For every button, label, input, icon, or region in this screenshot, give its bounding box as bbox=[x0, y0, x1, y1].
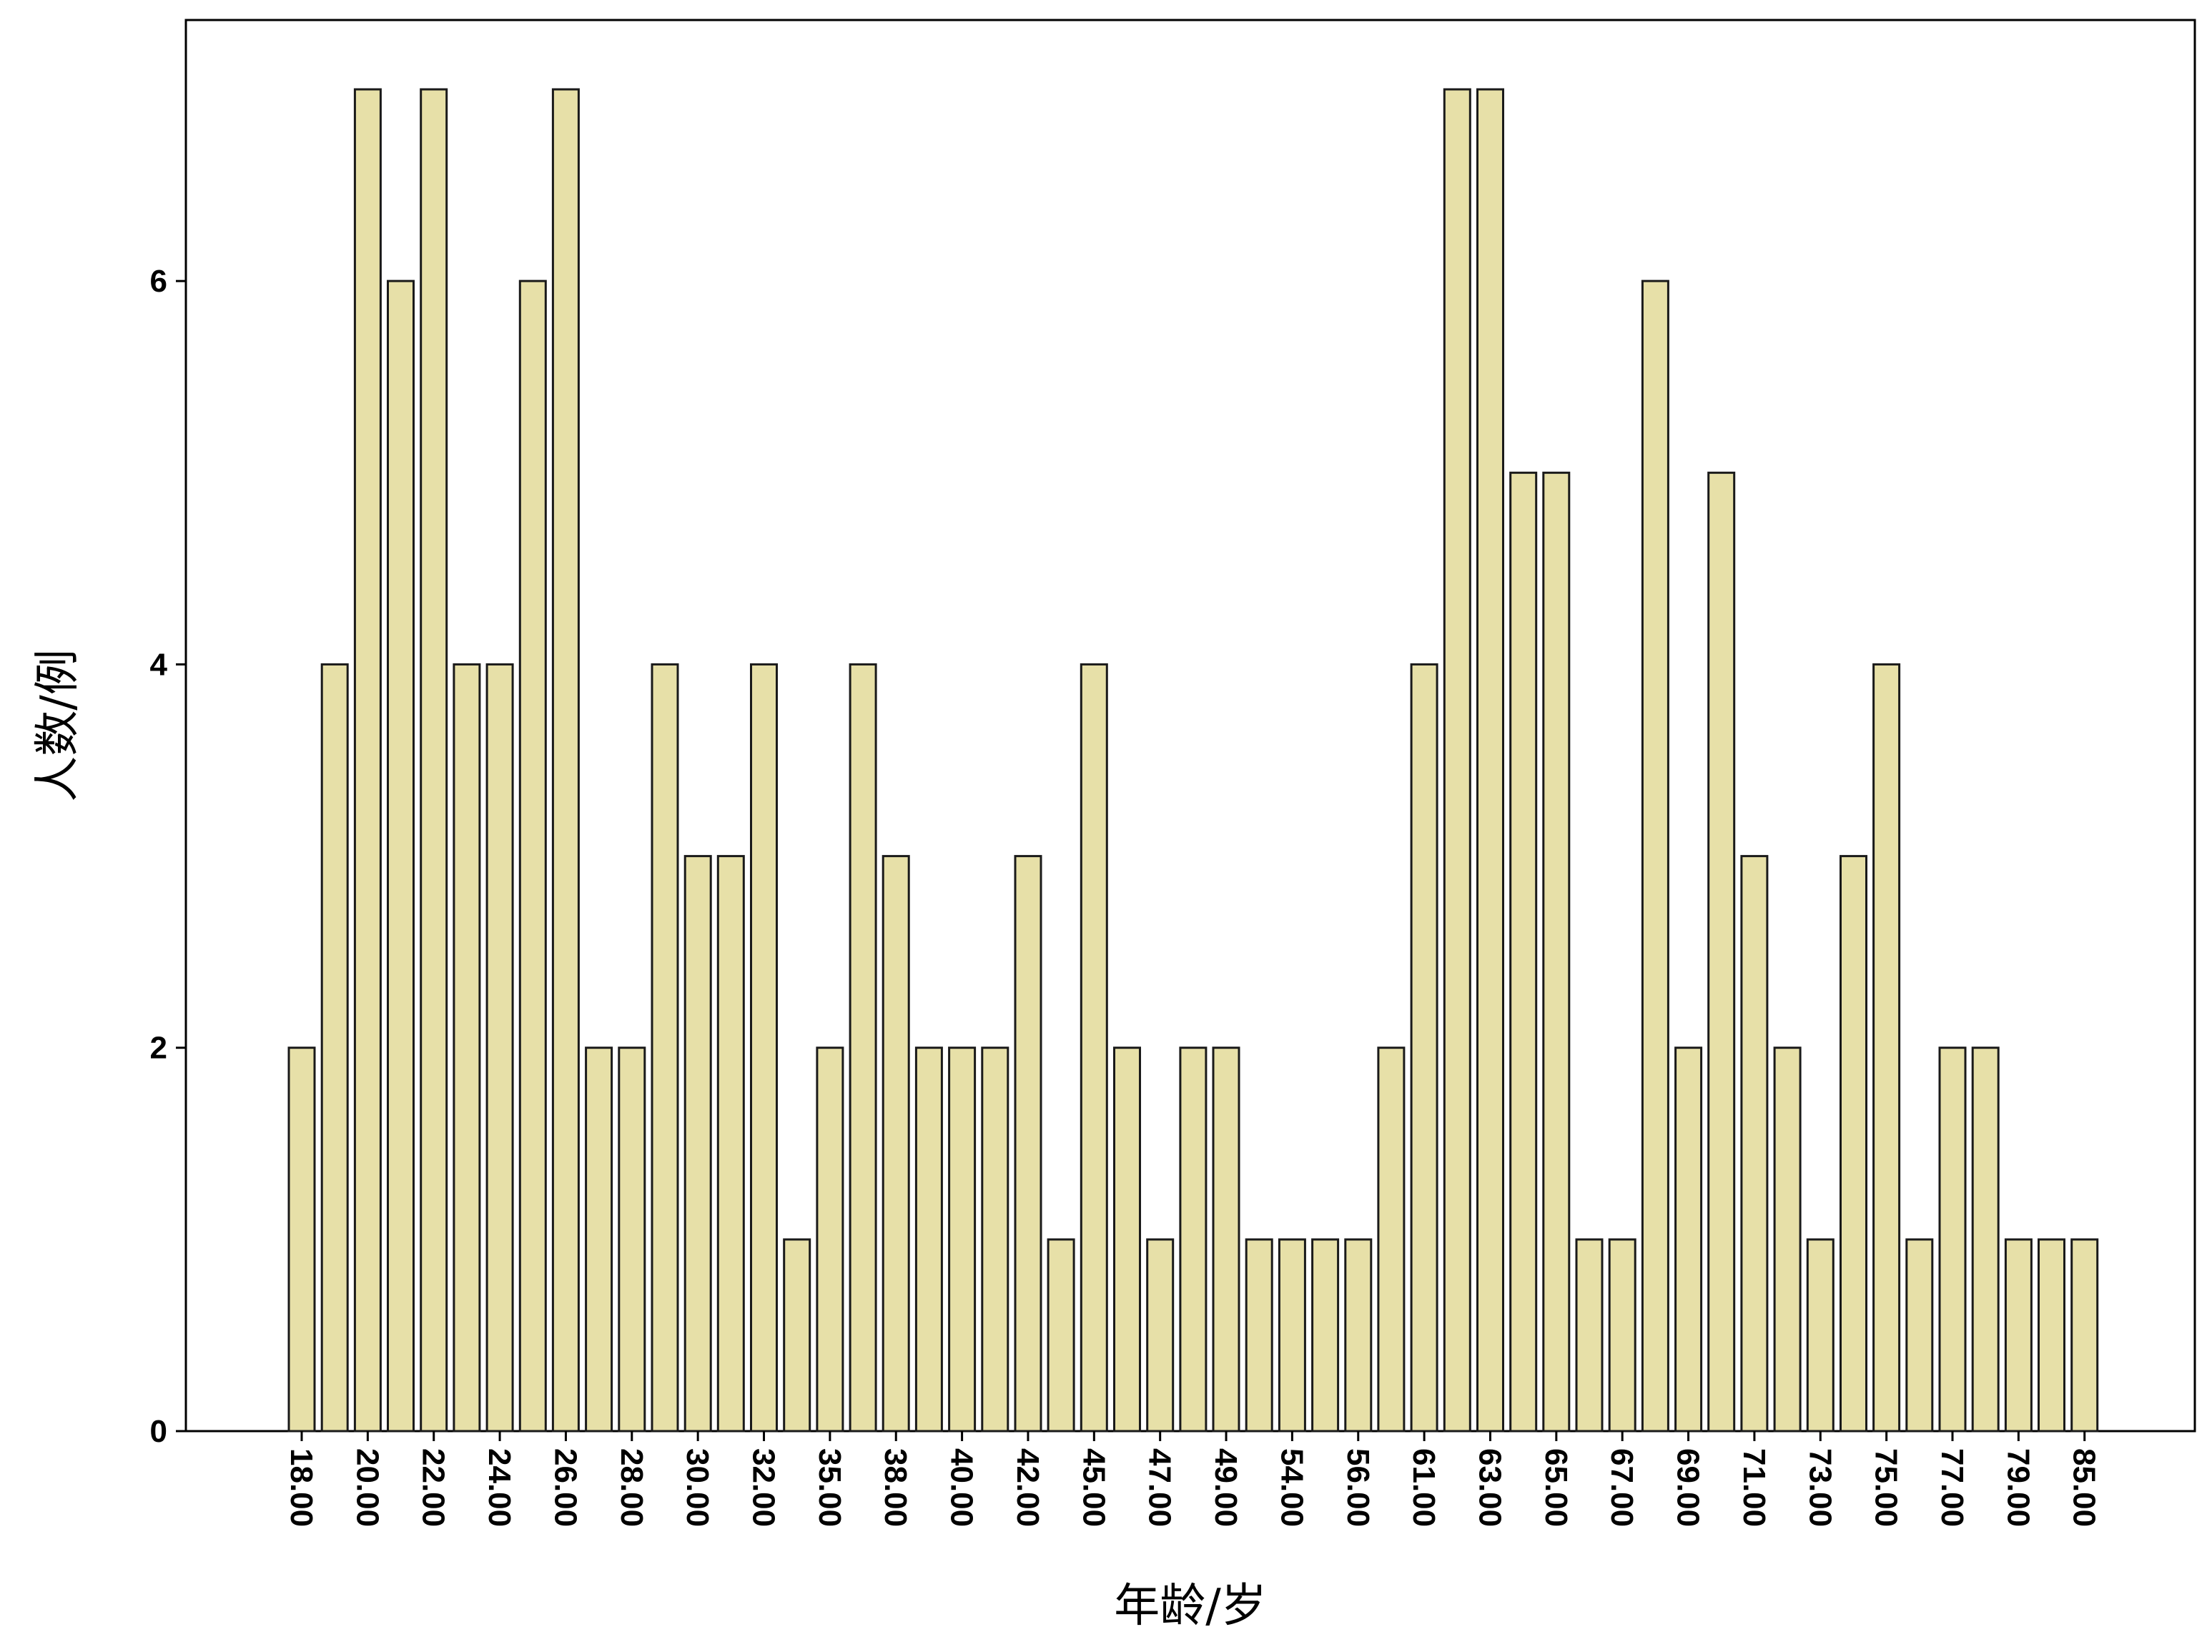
bar-77.00 bbox=[1938, 1047, 1967, 1433]
y-tick-label: 2 bbox=[150, 1031, 167, 1066]
y-axis-title: 人数/例 bbox=[31, 649, 84, 802]
x-tick-label: 28.00 bbox=[614, 1448, 649, 1527]
bar-79.00 bbox=[2004, 1238, 2033, 1433]
x-tick-label: 38.00 bbox=[878, 1448, 913, 1527]
bar-64.00 bbox=[1509, 471, 1538, 1433]
x-tick-label: 56.00 bbox=[1340, 1448, 1376, 1527]
x-tick-label: 18.00 bbox=[284, 1448, 319, 1527]
x-tick-label: 79.00 bbox=[2000, 1448, 2035, 1527]
y-ticks-group: 0 2 4 6 bbox=[150, 264, 186, 1449]
bars-group bbox=[287, 88, 2099, 1433]
bar-61.00 bbox=[1410, 663, 1438, 1433]
x-tick-label: 22.00 bbox=[416, 1448, 451, 1527]
bar-47.00 bbox=[1146, 1238, 1175, 1433]
bar-65.00 bbox=[1542, 471, 1571, 1433]
bar-19.00 bbox=[320, 663, 349, 1433]
bar-24.00 bbox=[485, 663, 514, 1433]
bar-63.00 bbox=[1476, 88, 1504, 1433]
bar-76.00 bbox=[1905, 1238, 1934, 1433]
x-tick-label: 32.00 bbox=[746, 1448, 781, 1527]
x-tick-label: 65.00 bbox=[1539, 1448, 1574, 1527]
x-tick-label: 73.00 bbox=[1802, 1448, 1837, 1527]
x-tick-label: 71.00 bbox=[1737, 1448, 1772, 1527]
bar-44.00 bbox=[1047, 1238, 1075, 1433]
x-tick-label: 30.00 bbox=[680, 1448, 715, 1527]
x-tick-label: 45.00 bbox=[1076, 1448, 1111, 1527]
bar-74.00 bbox=[1840, 855, 1867, 1433]
bar-75.00 bbox=[1872, 663, 1901, 1433]
bar-60.00 bbox=[1377, 1047, 1406, 1433]
bar-73.00 bbox=[1806, 1238, 1835, 1433]
x-ticks-group: 18.00 20.00 22.00 24.00 26.00 28.00 30.00 32.00… bbox=[284, 1431, 2102, 1527]
x-tick-label: 85.00 bbox=[2067, 1448, 2102, 1527]
bar-45.00 bbox=[1080, 663, 1108, 1433]
bar-41.00 bbox=[981, 1047, 1009, 1433]
bar-28.00 bbox=[618, 1047, 646, 1433]
bar-49.00 bbox=[1212, 1047, 1240, 1433]
bar-18.00 bbox=[287, 1047, 316, 1433]
x-tick-label: 42.00 bbox=[1010, 1448, 1045, 1527]
bar-68.00 bbox=[1641, 280, 1669, 1433]
x-tick-label: 47.00 bbox=[1142, 1448, 1177, 1527]
x-tick-label: 35.00 bbox=[812, 1448, 847, 1527]
bar-20.00 bbox=[353, 88, 382, 1433]
x-tick-label: 61.00 bbox=[1406, 1448, 1441, 1527]
bar-67.00 bbox=[1608, 1238, 1636, 1433]
bar-78.00 bbox=[1971, 1047, 2000, 1433]
x-tick-label: 20.00 bbox=[350, 1448, 385, 1527]
x-tick-label: 77.00 bbox=[1935, 1448, 1970, 1527]
x-tick-label: 67.00 bbox=[1604, 1448, 1639, 1527]
bar-27.00 bbox=[585, 1047, 613, 1433]
bar-29.00 bbox=[651, 663, 679, 1433]
bar-31.00 bbox=[716, 855, 745, 1433]
x-tick-label: 40.00 bbox=[944, 1448, 979, 1527]
bar-37.00 bbox=[849, 663, 877, 1433]
bar-72.00 bbox=[1773, 1047, 1802, 1433]
bar-66.00 bbox=[1575, 1238, 1604, 1433]
bar-56.00 bbox=[1344, 1238, 1373, 1433]
bar-21.00 bbox=[387, 280, 415, 1433]
bar-55.00 bbox=[1311, 1238, 1340, 1433]
bar-50.00 bbox=[1245, 1238, 1273, 1433]
bar-54.00 bbox=[1278, 1238, 1306, 1433]
x-tick-label: 26.00 bbox=[548, 1448, 583, 1527]
bar-42.00 bbox=[1014, 855, 1042, 1433]
bar-30.00 bbox=[683, 855, 712, 1433]
bar-39.00 bbox=[914, 1047, 943, 1433]
bar-84.00 bbox=[2038, 1238, 2065, 1433]
y-tick-label: 4 bbox=[150, 647, 168, 682]
bar-23.00 bbox=[453, 663, 481, 1433]
x-tick-label: 69.00 bbox=[1671, 1448, 1706, 1527]
bar-69.00 bbox=[1674, 1047, 1703, 1433]
bar-48.00 bbox=[1179, 1047, 1208, 1433]
x-tick-label: 24.00 bbox=[482, 1448, 517, 1527]
bar-32.00 bbox=[750, 663, 778, 1433]
bar-71.00 bbox=[1740, 855, 1769, 1433]
bar-70.00 bbox=[1707, 471, 1736, 1433]
bar-22.00 bbox=[420, 88, 448, 1433]
bar-46.00 bbox=[1113, 1047, 1141, 1433]
x-tick-label: 63.00 bbox=[1473, 1448, 1508, 1527]
x-tick-label: 49.00 bbox=[1208, 1448, 1243, 1527]
x-tick-label: 54.00 bbox=[1274, 1448, 1309, 1527]
x-axis-title: 年龄/岁 bbox=[1114, 1580, 1267, 1633]
bar-34.00 bbox=[783, 1238, 811, 1433]
y-tick-label: 6 bbox=[150, 264, 167, 299]
bar-26.00 bbox=[551, 88, 580, 1433]
bar-85.00 bbox=[2070, 1238, 2099, 1433]
y-tick-label: 0 bbox=[150, 1414, 167, 1449]
bar-35.00 bbox=[816, 1047, 844, 1433]
bar-25.00 bbox=[518, 280, 547, 1433]
bar-62.00 bbox=[1443, 88, 1471, 1433]
bar-40.00 bbox=[948, 1047, 977, 1433]
x-tick-label: 75.00 bbox=[1869, 1448, 1904, 1527]
bar-38.00 bbox=[882, 855, 910, 1433]
